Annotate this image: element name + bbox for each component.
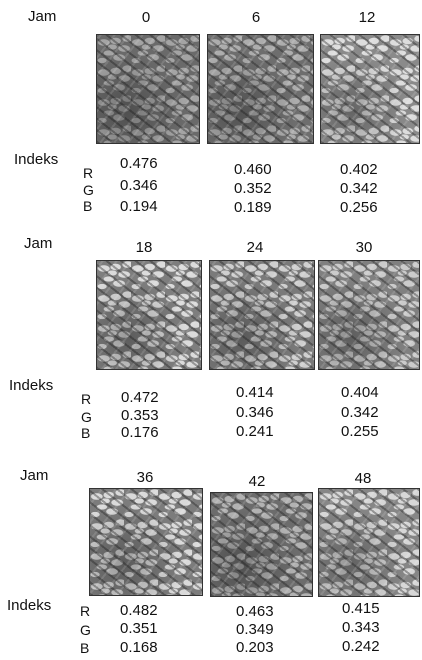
channel-r-label: R — [83, 165, 94, 181]
hour-label: 12 — [358, 9, 376, 26]
value-g: 0.353 — [121, 407, 159, 424]
plant-photo — [318, 260, 420, 370]
channel-b-label: B — [83, 198, 93, 214]
value-b: 0.189 — [234, 199, 272, 216]
value-b: 0.241 — [236, 423, 274, 440]
plant-photo — [210, 492, 313, 597]
hour-label: 24 — [246, 239, 264, 256]
value-r: 0.476 — [120, 155, 158, 172]
hour-label: 0 — [141, 9, 151, 26]
value-r: 0.463 — [236, 603, 274, 620]
value-r: 0.472 — [121, 389, 159, 406]
value-b: 0.194 — [120, 198, 158, 215]
plant-photo — [89, 488, 203, 596]
index-label: Indeks — [9, 377, 54, 394]
value-g: 0.351 — [120, 620, 158, 637]
time-label: Jam — [24, 235, 53, 252]
plant-photo — [320, 34, 420, 144]
value-r: 0.414 — [236, 384, 274, 401]
value-b: 0.168 — [120, 639, 158, 656]
channel-g-label: G — [83, 182, 94, 198]
hour-label: 36 — [136, 469, 154, 486]
value-g: 0.352 — [234, 180, 272, 197]
hour-label: 18 — [135, 239, 153, 256]
hour-label: 6 — [251, 9, 261, 26]
time-label: Jam — [28, 8, 57, 25]
value-b: 0.255 — [341, 423, 379, 440]
hour-label: 30 — [355, 239, 373, 256]
value-g: 0.343 — [342, 619, 380, 636]
plant-photo — [207, 34, 314, 144]
channel-r-label: R — [80, 603, 91, 619]
value-g: 0.342 — [341, 404, 379, 421]
value-r: 0.404 — [341, 384, 379, 401]
channel-r-label: R — [81, 391, 92, 407]
plant-photo — [96, 260, 202, 370]
channel-b-label: B — [80, 640, 90, 656]
value-g: 0.349 — [236, 621, 274, 638]
plant-photo — [209, 260, 315, 370]
value-r: 0.402 — [340, 161, 378, 178]
plant-photo — [96, 34, 200, 144]
plant-photo — [318, 488, 420, 597]
value-b: 0.203 — [236, 639, 274, 656]
value-g: 0.346 — [120, 177, 158, 194]
time-label: Jam — [20, 467, 49, 484]
value-b: 0.256 — [340, 199, 378, 216]
index-label: Indeks — [14, 151, 59, 168]
value-r: 0.460 — [234, 161, 272, 178]
index-label: Indeks — [7, 597, 52, 614]
channel-g-label: G — [81, 409, 92, 425]
channel-g-label: G — [80, 622, 91, 638]
hour-label: 48 — [354, 470, 372, 487]
hour-label: 42 — [248, 473, 266, 490]
channel-b-label: B — [81, 425, 91, 441]
value-b: 0.242 — [342, 638, 380, 655]
value-g: 0.342 — [340, 180, 378, 197]
value-r: 0.482 — [120, 602, 158, 619]
value-g: 0.346 — [236, 404, 274, 421]
value-r: 0.415 — [342, 600, 380, 617]
value-b: 0.176 — [121, 424, 159, 441]
